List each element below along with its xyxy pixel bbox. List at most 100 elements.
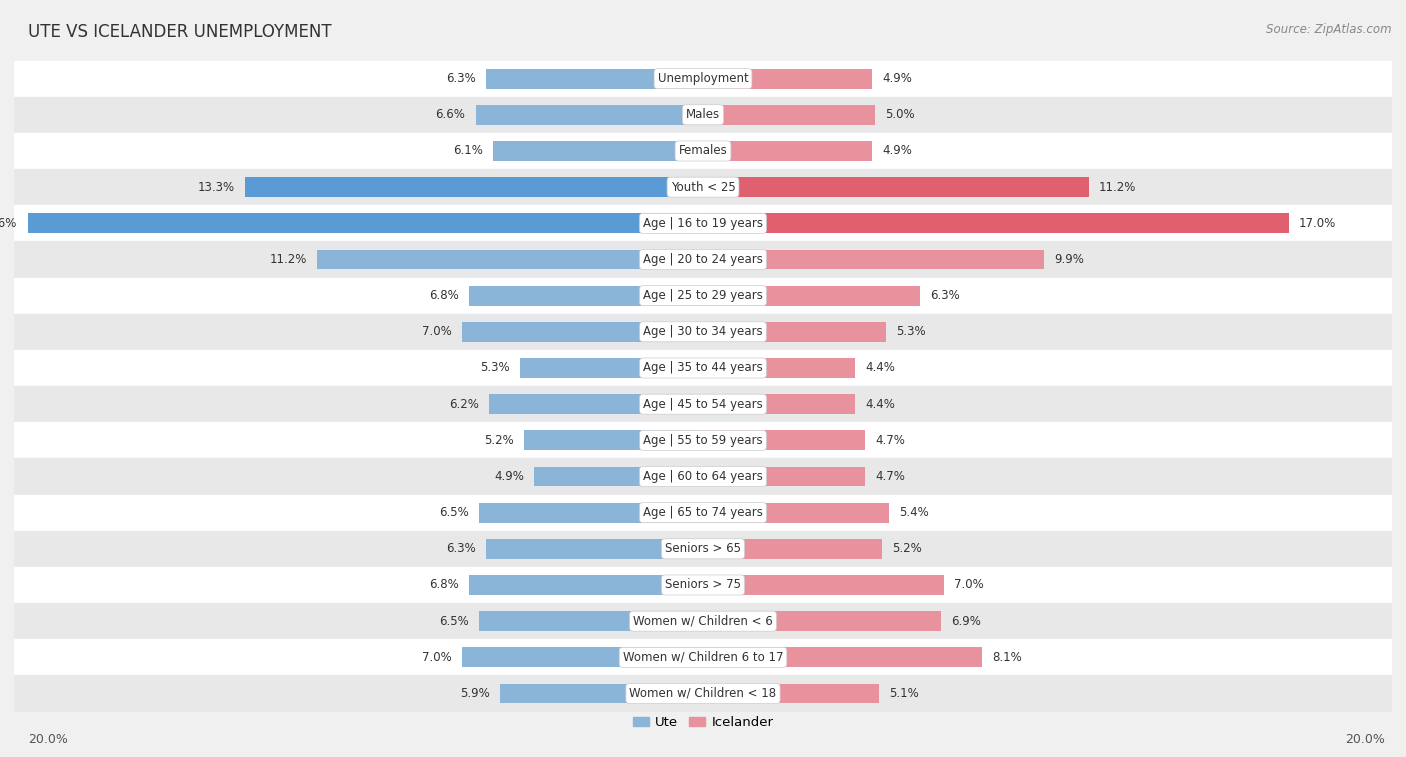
Bar	[14, 97, 1392, 133]
Text: 19.6%: 19.6%	[0, 217, 17, 230]
Text: 6.2%: 6.2%	[450, 397, 479, 410]
Bar	[703, 358, 855, 378]
Bar	[475, 105, 703, 125]
Text: Youth < 25: Youth < 25	[671, 181, 735, 194]
Bar	[703, 250, 1045, 269]
Text: 6.5%: 6.5%	[439, 615, 468, 628]
Text: 6.5%: 6.5%	[439, 506, 468, 519]
Text: 6.6%: 6.6%	[436, 108, 465, 121]
Text: Age | 30 to 34 years: Age | 30 to 34 years	[643, 326, 763, 338]
Bar	[703, 503, 889, 522]
Bar	[14, 205, 1392, 241]
Text: 6.3%: 6.3%	[931, 289, 960, 302]
Text: 4.4%: 4.4%	[865, 362, 894, 375]
Bar	[703, 575, 945, 595]
Bar	[489, 394, 703, 414]
Text: Unemployment: Unemployment	[658, 72, 748, 85]
Text: 6.3%: 6.3%	[446, 72, 475, 85]
Bar	[318, 250, 703, 269]
Text: 5.3%: 5.3%	[481, 362, 510, 375]
Bar	[28, 213, 703, 233]
Bar	[703, 539, 882, 559]
Bar	[14, 386, 1392, 422]
Text: 4.9%: 4.9%	[882, 145, 912, 157]
Bar	[703, 394, 855, 414]
Text: 17.0%: 17.0%	[1299, 217, 1336, 230]
Bar	[461, 322, 703, 341]
Text: 5.2%: 5.2%	[893, 542, 922, 556]
Bar	[14, 531, 1392, 567]
Text: 7.0%: 7.0%	[422, 326, 451, 338]
Text: 4.9%: 4.9%	[494, 470, 524, 483]
Bar	[14, 567, 1392, 603]
Bar	[703, 684, 879, 703]
Text: Age | 20 to 24 years: Age | 20 to 24 years	[643, 253, 763, 266]
Bar	[14, 313, 1392, 350]
Bar	[468, 285, 703, 306]
Text: 5.9%: 5.9%	[460, 687, 489, 700]
Text: 6.8%: 6.8%	[429, 578, 458, 591]
Bar	[534, 466, 703, 487]
Bar	[14, 603, 1392, 639]
Bar	[14, 169, 1392, 205]
Bar	[479, 503, 703, 522]
Text: Females: Females	[679, 145, 727, 157]
Bar	[14, 422, 1392, 459]
Text: 5.4%: 5.4%	[900, 506, 929, 519]
Bar	[703, 177, 1088, 197]
Text: 5.2%: 5.2%	[484, 434, 513, 447]
Text: Age | 60 to 64 years: Age | 60 to 64 years	[643, 470, 763, 483]
Bar	[703, 141, 872, 161]
Text: Age | 25 to 29 years: Age | 25 to 29 years	[643, 289, 763, 302]
Bar	[703, 431, 865, 450]
Bar	[486, 69, 703, 89]
Text: 6.8%: 6.8%	[429, 289, 458, 302]
Text: 4.9%: 4.9%	[882, 72, 912, 85]
Text: 13.3%: 13.3%	[197, 181, 235, 194]
Bar	[499, 684, 703, 703]
Bar	[461, 647, 703, 667]
Bar	[14, 494, 1392, 531]
Text: Age | 16 to 19 years: Age | 16 to 19 years	[643, 217, 763, 230]
Bar	[14, 241, 1392, 278]
Bar	[703, 611, 941, 631]
Bar	[703, 105, 875, 125]
Bar	[14, 133, 1392, 169]
Text: 7.0%: 7.0%	[422, 651, 451, 664]
Text: 4.7%: 4.7%	[875, 470, 905, 483]
Bar	[703, 285, 920, 306]
Text: 8.1%: 8.1%	[993, 651, 1022, 664]
Text: 6.1%: 6.1%	[453, 145, 482, 157]
Bar	[479, 611, 703, 631]
Text: Males: Males	[686, 108, 720, 121]
Bar	[703, 322, 886, 341]
Text: Age | 45 to 54 years: Age | 45 to 54 years	[643, 397, 763, 410]
Text: Age | 55 to 59 years: Age | 55 to 59 years	[643, 434, 763, 447]
Bar	[524, 431, 703, 450]
Text: 7.0%: 7.0%	[955, 578, 984, 591]
Text: 9.9%: 9.9%	[1054, 253, 1084, 266]
Bar	[703, 213, 1289, 233]
Bar	[703, 466, 865, 487]
Bar	[14, 639, 1392, 675]
Text: UTE VS ICELANDER UNEMPLOYMENT: UTE VS ICELANDER UNEMPLOYMENT	[28, 23, 332, 41]
Text: Age | 65 to 74 years: Age | 65 to 74 years	[643, 506, 763, 519]
Bar	[703, 69, 872, 89]
Bar	[245, 177, 703, 197]
Bar	[486, 539, 703, 559]
Bar	[14, 675, 1392, 712]
Text: 11.2%: 11.2%	[1099, 181, 1136, 194]
Text: Women w/ Children 6 to 17: Women w/ Children 6 to 17	[623, 651, 783, 664]
Bar	[14, 350, 1392, 386]
Text: 5.1%: 5.1%	[889, 687, 918, 700]
Bar	[703, 647, 981, 667]
Legend: Ute, Icelander: Ute, Icelander	[627, 711, 779, 734]
Text: Source: ZipAtlas.com: Source: ZipAtlas.com	[1267, 23, 1392, 36]
Bar	[14, 61, 1392, 97]
Bar	[520, 358, 703, 378]
Text: Seniors > 65: Seniors > 65	[665, 542, 741, 556]
Text: 11.2%: 11.2%	[270, 253, 307, 266]
Text: 5.3%: 5.3%	[896, 326, 925, 338]
Bar	[494, 141, 703, 161]
Text: Women w/ Children < 18: Women w/ Children < 18	[630, 687, 776, 700]
